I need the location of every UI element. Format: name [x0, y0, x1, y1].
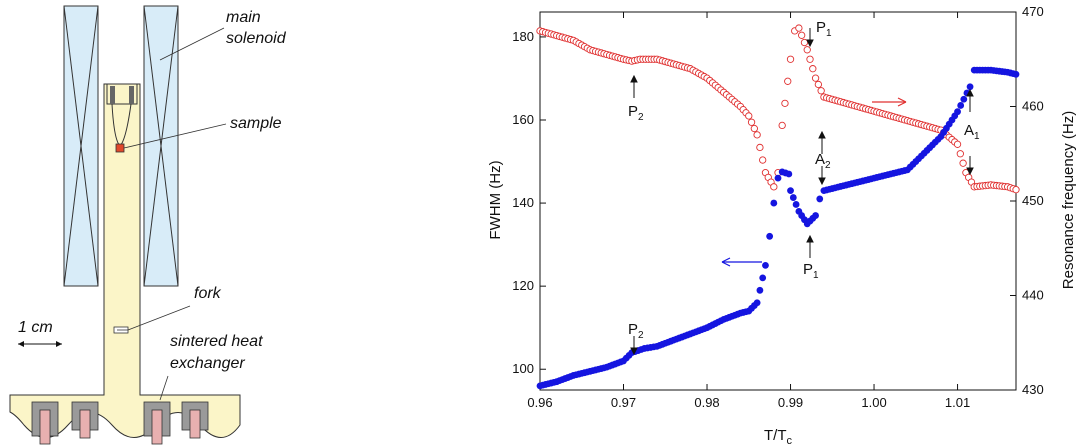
- x-axis-ticks: 0.96 0.97 0.98 0.99 1.00 1.01: [527, 12, 970, 410]
- data-point: [786, 55, 795, 63]
- data-point: [759, 274, 767, 282]
- data-point: [766, 232, 774, 240]
- data-point: [745, 112, 753, 120]
- y-left-axis-ticks: 100 120 140 160 180: [512, 29, 546, 376]
- data-point: [787, 187, 794, 195]
- data-point: [789, 194, 797, 201]
- x-tick-label: 0.98: [694, 395, 719, 410]
- x-axis-title: T/Tc: [764, 427, 793, 447]
- leader-fork: [127, 305, 191, 331]
- apparatus-diagram: main solenoid sample fork 1 cm sintered …: [9, 5, 287, 445]
- data-point: [792, 201, 800, 208]
- label-main: main: [226, 9, 261, 26]
- y-left-tick-label: 160: [512, 112, 534, 127]
- data-point: [957, 102, 965, 109]
- data-point: [954, 108, 961, 116]
- data-point: [785, 170, 793, 178]
- data-point: [753, 131, 761, 139]
- data-point: [812, 212, 819, 219]
- data-point: [816, 195, 824, 203]
- solenoid-right: [143, 5, 179, 287]
- data-point: [795, 24, 803, 32]
- data-point: [814, 80, 823, 89]
- y-left-tick-label: 100: [512, 361, 534, 376]
- data-point: [953, 140, 962, 148]
- cell-body: [9, 83, 241, 438]
- x-tick-label: 0.96: [527, 395, 552, 410]
- label-fork: fork: [194, 285, 222, 302]
- data-point: [806, 55, 814, 63]
- annotation-a1-red: A1: [964, 122, 980, 142]
- data-point: [750, 124, 758, 133]
- label-sample: sample: [230, 115, 282, 132]
- data-point: [966, 83, 974, 91]
- annotation-p2-blue: P2: [628, 321, 644, 341]
- data-point: [762, 261, 769, 269]
- data-point: [770, 183, 778, 191]
- y-right-tick-label: 450: [1022, 193, 1044, 208]
- y-right-axis-title: Resonance frequency (Hz): [1060, 111, 1077, 289]
- annotation-p1-blue: P1: [803, 261, 819, 281]
- leader-solenoid: [159, 27, 225, 61]
- y-left-axis-title: FWHM (Hz): [487, 160, 504, 239]
- leader-sample: [123, 123, 227, 149]
- fork-marker: [113, 326, 129, 334]
- arrow-right-red: [872, 97, 907, 107]
- data-point: [753, 299, 761, 307]
- data-point: [809, 65, 817, 73]
- data-point: [803, 46, 811, 54]
- annotation-arrows: [630, 28, 974, 356]
- data-point: [778, 121, 786, 130]
- sample-marker: [115, 143, 125, 153]
- data-point: [747, 118, 756, 126]
- y-right-tick-label: 470: [1022, 4, 1044, 19]
- data-point: [774, 174, 782, 182]
- label-scale: 1 cm: [18, 319, 53, 336]
- data-point: [759, 156, 767, 164]
- y-right-axis-ticks: 430 440 450 460 470: [1010, 4, 1044, 397]
- data-point: [956, 150, 964, 158]
- x-tick-label: 1.01: [945, 395, 970, 410]
- data-point: [817, 87, 825, 95]
- annotation-p2-red: P2: [628, 103, 644, 123]
- data-point: [756, 286, 764, 294]
- solenoid-left: [63, 5, 99, 287]
- data-point: [800, 38, 809, 47]
- label-solenoid: solenoid: [226, 30, 287, 47]
- scale-bar: [18, 341, 62, 347]
- leader-heat-exchanger: [159, 375, 169, 401]
- arrow-left-blue: [721, 257, 762, 267]
- y-right-tick-label: 430: [1022, 382, 1044, 397]
- chart: 0.96 0.97 0.98 0.99 1.00 1.01 100 120 140 160 180…: [487, 4, 1077, 447]
- label-sintered-heat: sintered heat: [170, 333, 263, 350]
- data-point: [811, 74, 820, 82]
- data-point: [1012, 70, 1020, 78]
- data-point: [1012, 186, 1020, 194]
- heat-exchanger-blocks: [31, 401, 209, 445]
- x-tick-label: 0.99: [778, 395, 803, 410]
- data-point: [960, 95, 968, 103]
- y-right-tick-label: 440: [1022, 288, 1044, 303]
- x-tick-label: 1.00: [861, 395, 886, 410]
- series-fwhm: [536, 66, 1020, 390]
- y-right-tick-label: 460: [1022, 99, 1044, 114]
- label-exchanger: exchanger: [170, 355, 245, 372]
- annotation-a2-red: A2: [815, 151, 831, 171]
- x-tick-label: 0.97: [611, 395, 636, 410]
- data-point: [756, 143, 764, 152]
- plot-frame: [539, 11, 1017, 391]
- data-point: [959, 159, 967, 167]
- series-resonance-frequency: [536, 24, 1020, 194]
- y-left-tick-label: 120: [512, 278, 534, 293]
- y-left-tick-label: 140: [512, 195, 534, 210]
- y-left-tick-label: 180: [512, 29, 534, 44]
- data-point: [798, 31, 806, 39]
- data-point: [784, 77, 792, 85]
- data-point: [781, 99, 789, 108]
- data-point: [770, 199, 778, 207]
- annotation-p1-red: P1: [816, 19, 832, 39]
